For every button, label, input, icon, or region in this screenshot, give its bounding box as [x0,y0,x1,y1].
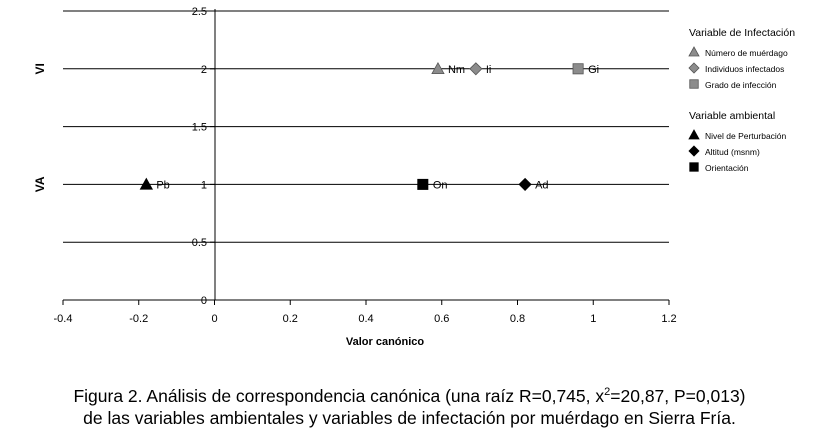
point-label-pb: Pb [156,179,169,191]
x-tick-label-2: 0 [211,313,217,325]
point-label-on: On [433,179,448,191]
point-label-gi: Gi [588,64,599,76]
x-tick-label-7: 1 [590,313,596,325]
legend-label-1-1: Altitud (msnm) [705,147,760,157]
point-nm [431,61,445,74]
caption-line-1-rest: =20,87, P=0,013) [610,385,746,406]
caption-superscript: 2 [604,386,611,398]
x-tick-label-6: 0.8 [510,313,525,325]
x-tick-label-0: -0.4 [54,313,73,325]
legend-marker-1-1 [688,145,700,157]
legend-label-1-2: Orientación [705,163,749,173]
y-tick-label-5: 2.5 [192,6,207,18]
legend-marker-0-1 [688,62,700,74]
caption-line-1: Figura 2. Análisis de correspondencia ca… [0,381,819,407]
x-tick-label-8: 1.2 [661,313,676,325]
point-label-ad: Ad [535,179,548,191]
y-tick-label-2: 1 [201,179,207,191]
x-tick-label-4: 0.4 [358,313,373,325]
caption-line-2: de las variables ambientales y variables… [83,407,736,428]
y-tick-label-1: 0.5 [192,237,207,249]
point-on [417,178,429,190]
legend-label-1-0: Nivel de Perturbación [705,131,787,141]
legend-marker-0-0 [688,46,700,57]
point-ii [469,62,483,76]
y-tick-label-3: 1.5 [192,122,207,134]
point-label-ii: Ii [486,64,492,76]
legend-marker-1-0 [688,129,700,140]
x-tick-label-5: 0.6 [434,313,449,325]
x-axis-title: Valor canónico [346,336,425,348]
point-pb [139,177,154,190]
y-category-label-va: VA [33,176,47,192]
legend-group-title-1: Variable ambiental [689,110,775,122]
y-category-label-vi: VI [33,63,47,74]
x-tick-label-1: -0.2 [129,313,148,325]
legend-group-title-0: Variable de Infectación [689,27,795,39]
x-tick-label-3: 0.2 [283,313,298,325]
point-ad [518,177,532,191]
figure-caption: Figura 2. Análisis de correspondencia ca… [0,381,819,429]
chart: 0 0.5 1 1.5 2 2.5 -0.4 -0.2 0 0.2 0.4 0.6 0.8 1 1.2 Val… [33,6,795,348]
y-tick-label-4: 2 [201,64,207,76]
point-gi [572,63,584,75]
point-label-nm: Nm [448,64,465,76]
legend-label-0-0: Número de muérdago [705,48,788,58]
legend-marker-0-2 [689,79,699,89]
legend-marker-1-2 [689,162,699,172]
legend-label-0-1: Individuos infectados [705,64,784,74]
legend-label-0-2: Grado de infección [705,80,777,90]
caption-line-1-text: Figura 2. Análisis de correspondencia ca… [73,385,605,406]
y-tick-label-0: 0 [201,295,207,307]
